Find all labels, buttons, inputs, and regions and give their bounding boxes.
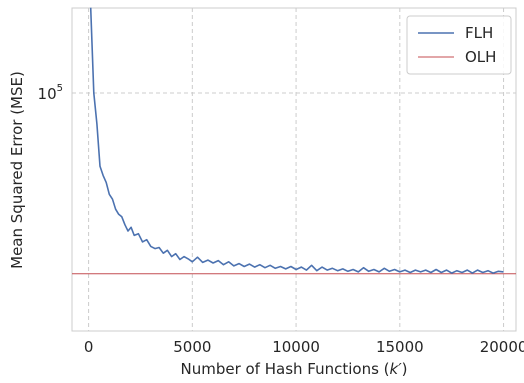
- x-axis-label: Number of Hash Functions (k′): [180, 360, 407, 378]
- legend-label-flh: FLH: [465, 24, 493, 42]
- x-tick-label: 20000: [480, 338, 524, 356]
- x-tick-label: 15000: [376, 338, 424, 356]
- legend: FLH OLH: [406, 15, 512, 75]
- y-tick-label: 105: [38, 83, 63, 103]
- x-tick-label: 0: [84, 338, 94, 356]
- y-axis-label: Mean Squared Error (MSE): [8, 71, 26, 269]
- x-tick-label: 5000: [173, 338, 211, 356]
- tick-layer: 0 5000 10000 15000 20000 105: [38, 83, 524, 356]
- series-layer: [72, 7, 516, 275]
- grid-layer: [72, 8, 516, 331]
- legend-label-olh: OLH: [465, 48, 496, 66]
- series-line-flh: [89, 7, 504, 274]
- x-tick-label: 10000: [272, 338, 320, 356]
- legend-frame: [406, 15, 512, 75]
